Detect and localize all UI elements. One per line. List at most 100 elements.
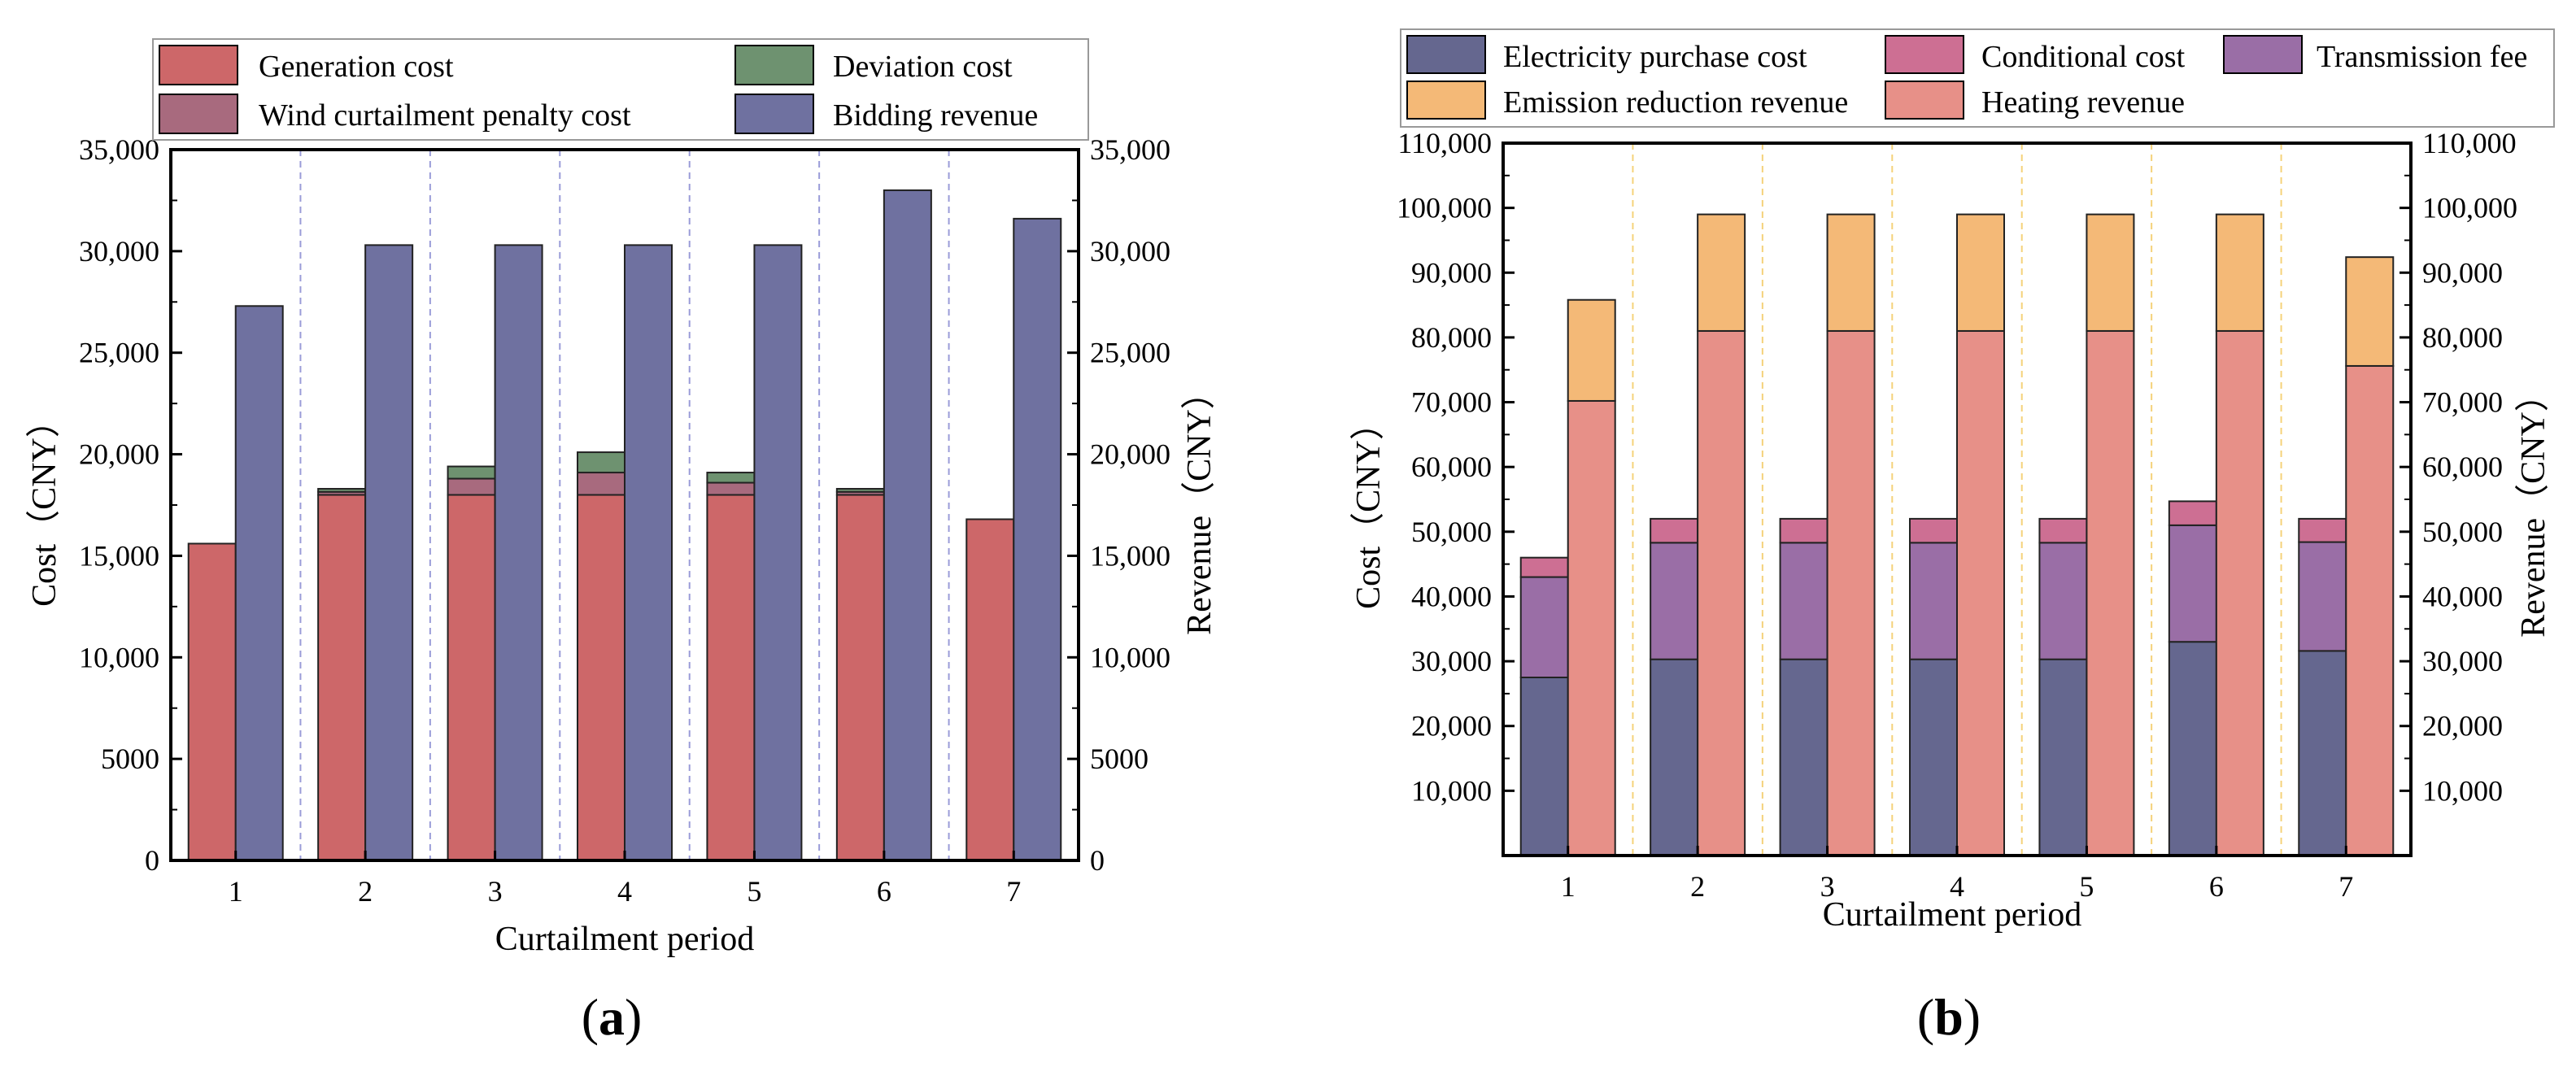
legend-label-heating: Heating revenue bbox=[1981, 85, 2185, 120]
x-tick-label: 7 bbox=[2338, 870, 2353, 903]
panel-b-ticks: 1 2 3 4 5 6 7 10,000 10,000 20,000 20,000 30,000 30,… bbox=[1397, 127, 2517, 903]
y-tick-label-left: 20,000 bbox=[1411, 710, 1492, 742]
x-tick-label: 1 bbox=[229, 875, 243, 908]
panel-b-gridlines bbox=[1632, 143, 2282, 856]
x-tick-label: 5 bbox=[2079, 870, 2094, 903]
panel-a-chart: 1 2 3 4 5 6 7 0 0 5000 5000 10,000 10,000 15,000 15,00… bbox=[26, 38, 1218, 1046]
legend-label-conditional: Conditional cost bbox=[1981, 40, 2186, 74]
x-tick-label: 6 bbox=[877, 875, 891, 908]
y-tick-label-right: 15,000 bbox=[1090, 539, 1170, 572]
y-tick-label-right: 60,000 bbox=[2422, 451, 2503, 483]
cost-bar-segment bbox=[1519, 677, 1569, 856]
cost-bar-segment bbox=[1650, 658, 1699, 857]
cost-bar-segment bbox=[447, 477, 496, 496]
legend-label-bidding: Bidding revenue bbox=[833, 98, 1038, 133]
y-tick-label-right: 100,000 bbox=[2422, 192, 2517, 224]
revenue-bar-segment bbox=[1826, 329, 1876, 857]
y-tick-label-left: 35,000 bbox=[79, 133, 159, 166]
panel-a-legend: Generation cost Deviation cost Wind curt… bbox=[152, 38, 1089, 141]
panel-a-y2-axis-title: Revenue（CNY） bbox=[1181, 375, 1218, 635]
legend-swatch-purchase bbox=[1406, 35, 1486, 74]
legend-swatch-generation bbox=[159, 45, 238, 85]
x-tick-label: 3 bbox=[488, 875, 503, 908]
y-tick-label-right: 10,000 bbox=[2422, 774, 2503, 807]
cost-bar-segment bbox=[577, 451, 625, 474]
revenue-bar-segment bbox=[1826, 213, 1876, 332]
cost-bar-segment bbox=[2168, 524, 2217, 643]
panel-a-legend-box bbox=[152, 38, 1089, 141]
cost-bar-segment bbox=[447, 465, 496, 480]
panel-b-letter: b bbox=[1934, 988, 1964, 1046]
x-tick-label: 1 bbox=[1561, 870, 1576, 903]
y-tick-label-left: 10,000 bbox=[79, 641, 159, 673]
y-tick-label-left: 10,000 bbox=[1411, 774, 1492, 807]
panel-b-x-axis-title: Curtailment period bbox=[1823, 896, 2081, 934]
x-tick-label: 4 bbox=[1950, 870, 1964, 903]
y-tick-label-right: 0 bbox=[1090, 844, 1105, 877]
cost-bar-segment bbox=[2298, 650, 2347, 857]
cost-bar-segment bbox=[2168, 641, 2217, 856]
panel-b-y2-axis-title: Revenue（CNY） bbox=[2515, 377, 2552, 638]
revenue-bar-segment bbox=[2215, 213, 2264, 332]
revenue-bar-segment bbox=[1567, 399, 1616, 857]
revenue-bar-segment bbox=[753, 244, 803, 861]
panel-b-legend: Electricity purchase cost Conditional co… bbox=[1400, 28, 2555, 128]
x-tick-label: 7 bbox=[1006, 875, 1021, 908]
panel-b-legend-box bbox=[1400, 28, 2555, 128]
y-tick-label-left: 30,000 bbox=[1411, 645, 1492, 677]
cost-bar-segment bbox=[1909, 517, 1958, 544]
x-tick-label: 3 bbox=[1820, 870, 1835, 903]
panel-a-x-axis-title: Curtailment period bbox=[495, 921, 754, 958]
y-tick-label-right: 20,000 bbox=[2422, 710, 2503, 742]
cost-bar-segment bbox=[447, 494, 496, 861]
revenue-bar-segment bbox=[2086, 213, 2135, 332]
y-tick-label-right: 35,000 bbox=[1090, 133, 1170, 166]
legend-swatch-heating bbox=[1885, 81, 1964, 120]
panel-b-chart: 1 2 3 4 5 6 7 10,000 10,000 20,000 20,000 30,000 30,… bbox=[1350, 28, 2555, 1046]
cost-bar-segment bbox=[706, 472, 756, 484]
y-tick-label-right: 50,000 bbox=[2422, 516, 2503, 548]
revenue-bar-segment bbox=[1956, 213, 2005, 332]
x-tick-label: 2 bbox=[358, 875, 373, 908]
x-tick-label: 6 bbox=[2209, 870, 2224, 903]
y-tick-label-right: 5000 bbox=[1090, 742, 1149, 775]
cost-bar-segment bbox=[1779, 658, 1828, 857]
y-tick-label-left: 70,000 bbox=[1411, 386, 1492, 419]
cost-bar-segment bbox=[1519, 576, 1569, 679]
panel-a-label: (a) bbox=[582, 988, 643, 1046]
y-tick-label-left: 30,000 bbox=[79, 235, 159, 268]
cost-bar-segment bbox=[317, 494, 367, 861]
x-tick-label: 5 bbox=[747, 875, 761, 908]
y-tick-label-right: 25,000 bbox=[1090, 337, 1170, 369]
cost-bar-segment bbox=[2038, 517, 2088, 544]
cost-bar-segment bbox=[577, 494, 625, 861]
cost-bar-segment bbox=[2038, 542, 2088, 660]
y-tick-label-left: 0 bbox=[145, 844, 159, 877]
y-tick-label-right: 20,000 bbox=[1090, 438, 1170, 471]
y-tick-label-left: 110,000 bbox=[1397, 127, 1492, 159]
revenue-bar-segment bbox=[1567, 298, 1616, 402]
revenue-bar-segment bbox=[234, 305, 284, 861]
revenue-bar-segment bbox=[2215, 329, 2264, 857]
y-tick-label-left: 60,000 bbox=[1411, 451, 1492, 483]
legend-swatch-wind-penalty bbox=[159, 94, 238, 134]
y-tick-label-right: 30,000 bbox=[1090, 235, 1170, 268]
y-tick-label-right: 70,000 bbox=[2422, 386, 2503, 419]
y-tick-label-left: 50,000 bbox=[1411, 516, 1492, 548]
revenue-bar-segment bbox=[364, 244, 414, 861]
legend-swatch-deviation bbox=[734, 45, 814, 85]
cost-bar-segment bbox=[2038, 658, 2088, 857]
legend-swatch-bidding bbox=[734, 94, 814, 134]
x-tick-label: 4 bbox=[617, 875, 632, 908]
y-tick-label-right: 90,000 bbox=[2422, 256, 2503, 289]
legend-label-emission: Emission reduction revenue bbox=[1503, 85, 1848, 120]
legend-swatch-conditional bbox=[1885, 35, 1964, 74]
cost-bar-segment bbox=[965, 518, 1015, 861]
legend-swatch-transmission bbox=[2223, 35, 2303, 74]
x-tick-label: 2 bbox=[1690, 870, 1705, 903]
y-tick-label-left: 5000 bbox=[101, 742, 159, 775]
y-tick-label-right: 80,000 bbox=[2422, 321, 2503, 354]
revenue-bar-segment bbox=[2345, 364, 2395, 856]
y-tick-label-left: 80,000 bbox=[1411, 321, 1492, 354]
revenue-bar-segment bbox=[2086, 329, 2135, 857]
